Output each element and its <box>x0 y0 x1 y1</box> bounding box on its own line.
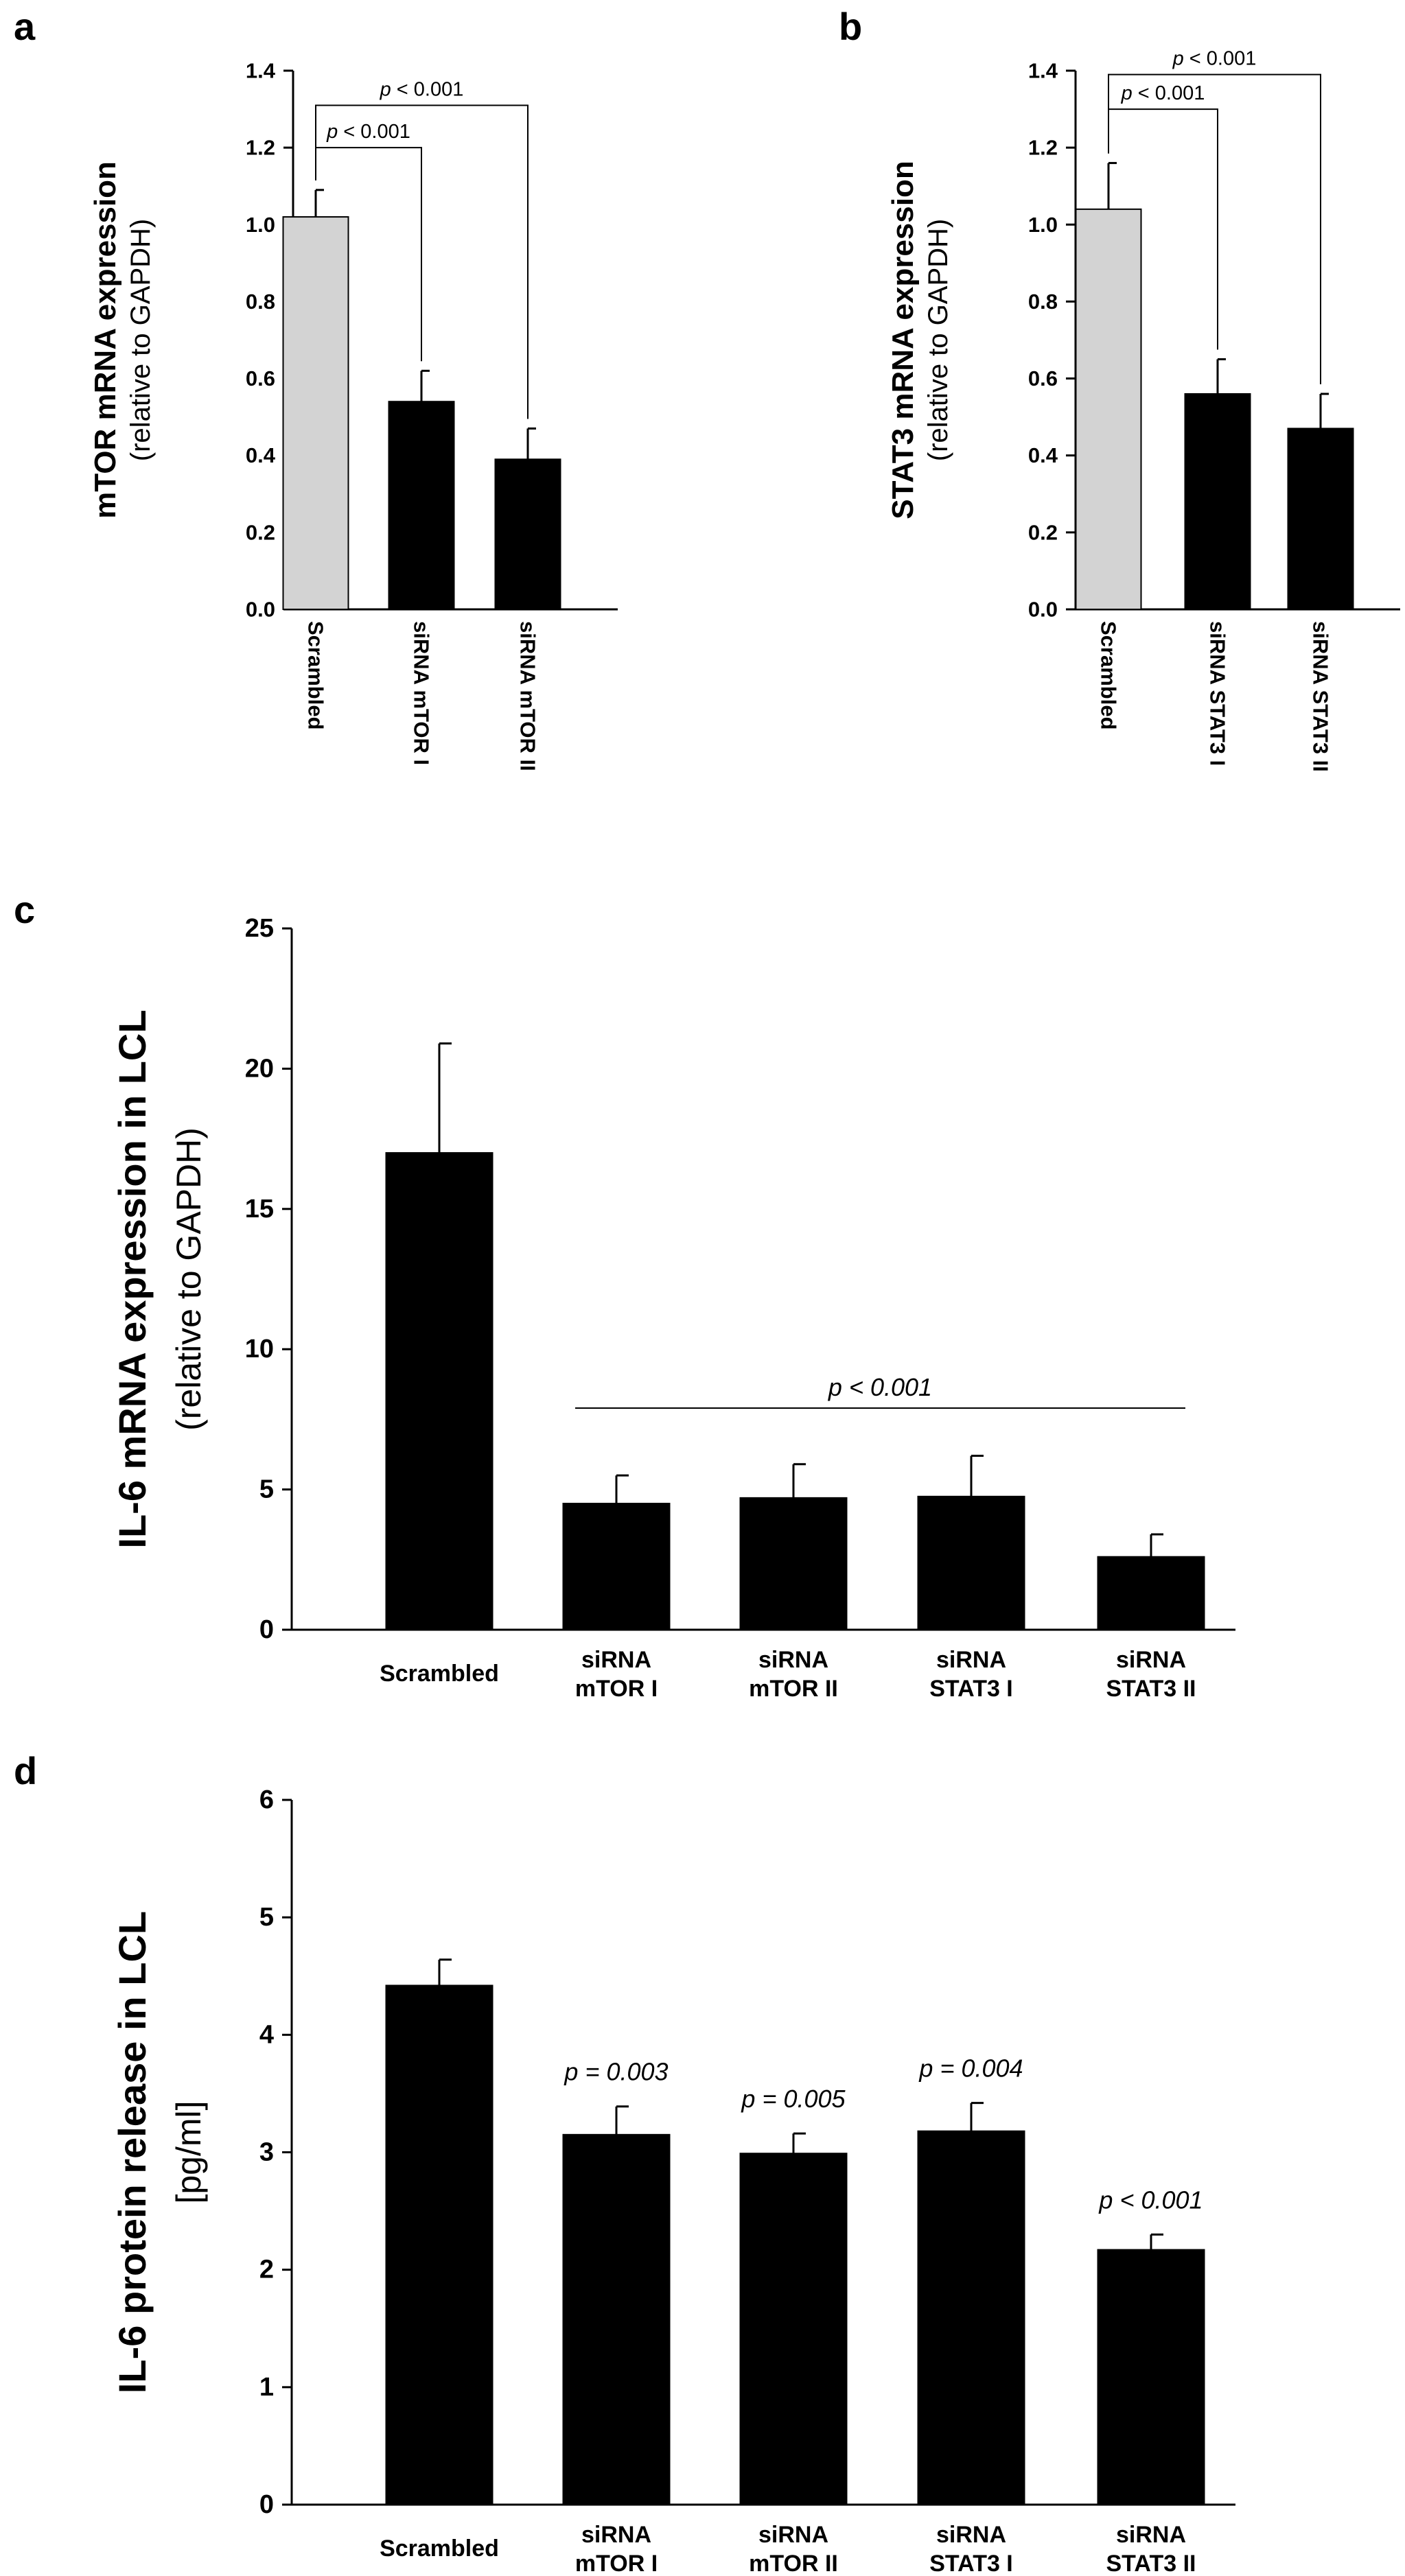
y-axis-label: STAT3 mRNA expression <box>886 161 920 519</box>
panel-letter: d <box>14 1749 37 1792</box>
y-axis-label: IL-6 mRNA expression in LCL <box>111 1009 154 1548</box>
bar <box>739 1497 848 1631</box>
significance-label: p < 0.001 <box>326 121 410 143</box>
x-tick-label: Scrambled <box>304 621 328 730</box>
x-tick-label: siRNA STAT3 I <box>929 1647 1013 1702</box>
y-tick-label: 1.2 <box>246 136 275 160</box>
bar-p-value: p = 0.003 <box>564 2058 668 2086</box>
y-tick-label: 25 <box>245 914 274 943</box>
panel-letter: a <box>14 5 36 48</box>
bar <box>917 1495 1025 1631</box>
y-tick-label: 5 <box>259 1903 274 1932</box>
y-axis-label: mTOR mRNA expression <box>89 161 122 519</box>
y-tick-label: 0.8 <box>246 290 275 314</box>
y-tick-label: 20 <box>245 1054 274 1083</box>
y-axis-sublabel: (relative to GAPDH) <box>923 219 953 461</box>
y-tick-label: 4 <box>259 2020 274 2049</box>
y-tick-label: 3 <box>259 2138 274 2167</box>
y-axis-sublabel: (relative to GAPDH) <box>126 219 156 461</box>
y-tick-label: 1.0 <box>1028 213 1058 237</box>
y-tick-label: 1 <box>259 2373 274 2402</box>
y-tick-label: 10 <box>245 1335 274 1363</box>
y-tick-label: 15 <box>245 1195 274 1223</box>
bar <box>917 2130 1025 2505</box>
y-tick-label: 0.0 <box>1028 598 1058 622</box>
x-tick-label: siRNA STAT3 II <box>1309 621 1333 772</box>
bar <box>739 2153 848 2505</box>
y-tick-label: 0.4 <box>246 443 276 467</box>
x-tick-label: Scrambled <box>380 1661 499 1687</box>
bar <box>1075 208 1142 611</box>
bar <box>562 2133 671 2505</box>
y-tick-label: 1.4 <box>1028 59 1058 83</box>
y-tick-label: 0.6 <box>246 366 275 390</box>
significance-label: p < 0.001 <box>1172 48 1257 70</box>
y-tick-label: 0.8 <box>1028 290 1058 314</box>
x-tick-label: siRNA mTOR II <box>749 2522 838 2576</box>
y-axis-label: IL-6 protein release in LCL <box>111 1911 154 2393</box>
x-tick-label: siRNA mTOR II <box>516 621 540 771</box>
bar <box>282 216 349 611</box>
y-tick-label: 0.2 <box>1028 520 1058 544</box>
bar <box>494 458 561 610</box>
y-axis-sublabel: [pg/ml] <box>170 2100 208 2203</box>
y-tick-label: 1.2 <box>1028 136 1058 160</box>
bar <box>1287 428 1354 610</box>
significance-label: p < 0.001 <box>1121 82 1205 104</box>
significance-label: p < 0.001 <box>380 78 464 100</box>
y-axis-sublabel: (relative to GAPDH) <box>170 1127 208 1431</box>
y-tick-label: 1.4 <box>246 59 276 83</box>
panel-letter: c <box>14 888 35 931</box>
y-tick-label: 0.6 <box>1028 366 1058 390</box>
y-tick-label: 0.2 <box>246 520 275 544</box>
y-tick-label: 6 <box>259 1785 274 1814</box>
panel-b: b 0.0 0.2 0.4 0.6 0.8 1.0 1.2 1.4 STAT3 mRNA expr… <box>839 5 1400 772</box>
x-tick-label: siRNA STAT3 I <box>929 2522 1013 2576</box>
x-tick-label: siRNA mTOR II <box>749 1647 838 1702</box>
y-tick-label: 0.0 <box>246 598 275 622</box>
x-tick-label: siRNA mTOR I <box>410 621 434 765</box>
y-tick-label: 0 <box>259 1615 274 1644</box>
bar-p-value: p = 0.005 <box>741 2085 846 2113</box>
x-tick-label: siRNA STAT3 II <box>1106 1647 1196 1702</box>
x-tick-label: siRNA STAT3 II <box>1106 2522 1196 2576</box>
bar-p-value: p < 0.001 <box>1098 2186 1203 2214</box>
x-tick-label: Scrambled <box>380 2536 499 2562</box>
y-tick-label: 5 <box>259 1475 274 1504</box>
y-tick-label: 1.0 <box>246 213 275 237</box>
bar-p-value: p = 0.004 <box>918 2054 1023 2083</box>
significance-bracket <box>315 104 529 419</box>
bar <box>562 1503 671 1631</box>
bar <box>1097 2249 1205 2506</box>
x-tick-label: siRNA mTOR I <box>575 2522 658 2576</box>
bar <box>388 401 455 610</box>
significance-label: p < 0.001 <box>828 1373 932 1401</box>
significance-bracket <box>1108 73 1321 384</box>
x-tick-label: siRNA mTOR I <box>575 1647 658 1702</box>
x-tick-label: siRNA STAT3 I <box>1206 621 1230 766</box>
bar <box>385 1152 494 1631</box>
y-tick-label: 2 <box>259 2256 274 2284</box>
y-tick-label: 0.4 <box>1028 443 1058 467</box>
y-tick-label: 0 <box>259 2490 274 2519</box>
x-tick-label: Scrambled <box>1097 621 1121 730</box>
panel-letter: b <box>839 5 862 48</box>
panel-a: a 0.0 0.2 0.4 0.6 0.8 1.0 1.2 1.4 mTOR mRNA expre… <box>14 5 618 771</box>
panel-d: d 0 1 2 3 4 5 6 IL-6 protein release in LCL [pg/m… <box>14 1749 1235 2576</box>
bar <box>1184 393 1251 610</box>
bar <box>1097 1556 1205 1630</box>
panel-c: c 0 5 10 15 20 25 IL-6 mRNA expression in LCL (r… <box>14 888 1235 1702</box>
bar <box>385 1984 494 2505</box>
